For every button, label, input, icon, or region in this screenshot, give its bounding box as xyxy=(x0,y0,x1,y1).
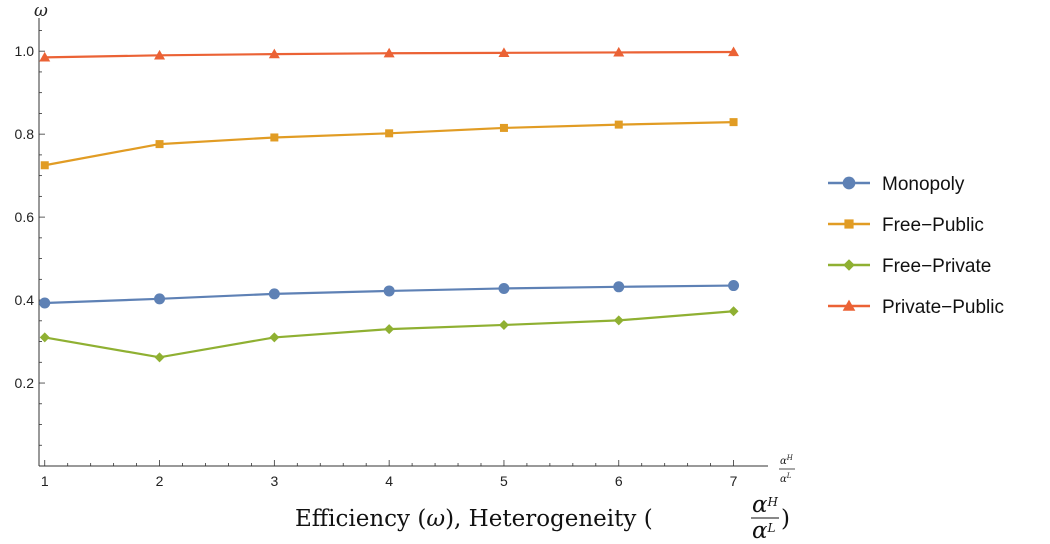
data-point-free-private xyxy=(384,324,395,335)
series-line-free-public xyxy=(44,121,734,167)
data-point-private-public xyxy=(498,47,510,57)
series-line-free-private xyxy=(44,310,734,359)
series-free-public xyxy=(40,118,738,170)
data-point-free-private xyxy=(39,332,50,343)
x-tick-label: 6 xyxy=(615,473,623,489)
data-point-private-public xyxy=(268,48,280,59)
data-point-free-private xyxy=(154,352,165,363)
data-point-private-public xyxy=(154,49,166,60)
data-point-free-public xyxy=(40,161,49,170)
legend-marker xyxy=(842,299,856,311)
legend-label: Monopoly xyxy=(882,174,965,195)
legend-item-free-private: Free−Private xyxy=(828,256,991,277)
data-point-free-public xyxy=(270,133,279,142)
data-point-free-public xyxy=(385,129,394,138)
series-monopoly xyxy=(39,280,740,309)
x-end-num-sup: H xyxy=(786,454,794,462)
data-point-monopoly xyxy=(383,285,395,297)
svg-text:): ) xyxy=(781,506,790,532)
series-layer xyxy=(39,46,740,363)
legend-label: Private−Public xyxy=(882,297,1004,318)
svg-text:αH: αH xyxy=(780,454,794,467)
legend-label: Free−Public xyxy=(882,215,984,236)
y-axis-label: ω xyxy=(34,1,48,21)
x-tick-label: 1 xyxy=(41,473,49,489)
y-tick-label: 0.6 xyxy=(15,209,35,225)
x-axis-end-label: αH αL xyxy=(779,454,795,485)
data-point-monopoly xyxy=(728,280,740,292)
data-point-private-public xyxy=(39,51,51,62)
data-point-monopoly xyxy=(268,288,280,300)
legend: Monopoly Free−Public Free−Private Private−P… xyxy=(828,174,1004,318)
data-point-free-public xyxy=(729,118,738,127)
x-end-num: α xyxy=(780,456,787,467)
data-point-free-private xyxy=(269,332,280,343)
data-point-private-public xyxy=(613,46,625,57)
legend-marker xyxy=(842,176,856,190)
data-point-free-public xyxy=(155,140,164,149)
series-private-public xyxy=(39,46,740,62)
data-point-monopoly xyxy=(154,293,166,305)
legend-item-private-public: Private−Public xyxy=(828,297,1004,318)
svg-text:αL: αL xyxy=(752,518,776,544)
x-tick-label: 5 xyxy=(500,473,508,489)
data-point-monopoly xyxy=(613,281,625,293)
x-end-den-sup: L xyxy=(786,472,792,480)
data-point-free-public xyxy=(499,123,508,132)
data-point-free-private xyxy=(613,315,624,326)
legend-item-monopoly: Monopoly xyxy=(828,174,965,195)
x-tick-label: 7 xyxy=(730,473,738,489)
series-free-private xyxy=(39,306,739,363)
svg-text:αH: αH xyxy=(752,492,779,518)
x-tick-label: 4 xyxy=(385,473,393,489)
legend-marker xyxy=(844,219,854,229)
data-point-private-public xyxy=(383,47,395,58)
svg-text:Efficiency (ω), Heterogeneity: Efficiency (ω), Heterogeneity ( xyxy=(295,506,653,532)
legend-label: Free−Private xyxy=(882,256,991,277)
axes: 1 2 3 4 5 6 7 0.2 0.4 0.6 0.8 1.0 xyxy=(15,18,768,489)
legend-item-free-public: Free−Public xyxy=(828,215,984,236)
y-tick-label: 0.8 xyxy=(15,126,35,142)
x-end-den: α xyxy=(780,474,787,485)
y-tick-label: 0.2 xyxy=(15,375,35,391)
data-point-monopoly xyxy=(39,297,51,309)
svg-text:αL: αL xyxy=(780,472,792,485)
x-tick-label: 3 xyxy=(270,473,278,489)
y-tick-label: 0.4 xyxy=(15,292,35,308)
x-axis-label: Efficiency (ω), Heterogeneity ( αH αL ) xyxy=(295,492,790,544)
data-point-free-private xyxy=(728,306,739,317)
data-point-monopoly xyxy=(498,282,510,294)
data-point-private-public xyxy=(728,46,740,57)
y-tick-label: 1.0 xyxy=(15,43,35,59)
x-tick-label: 2 xyxy=(156,473,164,489)
data-point-free-private xyxy=(498,319,509,330)
legend-marker xyxy=(843,259,855,271)
data-point-free-public xyxy=(614,120,623,129)
